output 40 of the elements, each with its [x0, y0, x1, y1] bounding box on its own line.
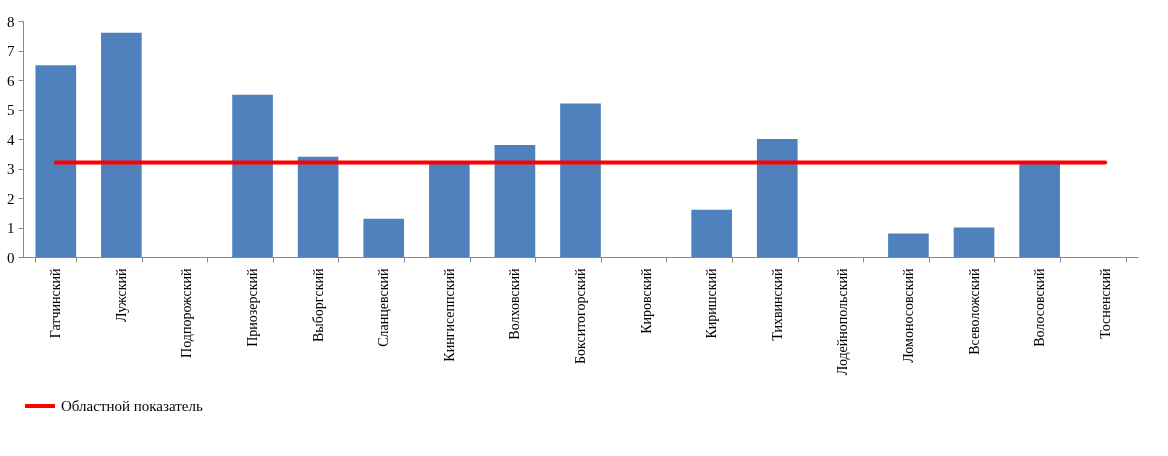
x-tick-label: Лужский: [113, 268, 129, 322]
bar: [297, 156, 339, 257]
bar: [888, 233, 929, 257]
y-tick-label: 7: [7, 43, 15, 59]
y-tick-label: 3: [7, 161, 15, 177]
x-tick-label: Лодейнопольский: [835, 268, 851, 376]
bar: [232, 94, 273, 257]
x-tick-label: Волховский: [507, 268, 523, 340]
x-tick-label: Ломоносовский: [900, 268, 916, 363]
bar: [691, 209, 733, 257]
y-tick-label: 5: [7, 102, 15, 118]
bar: [101, 32, 142, 257]
bar: [1019, 162, 1060, 257]
y-tick-label: 2: [7, 190, 15, 207]
y-tick-label: 8: [7, 13, 15, 30]
bar: [756, 139, 798, 257]
x-tick-label: Всеволожский: [966, 268, 982, 355]
y-tick-label: 6: [7, 72, 15, 89]
x-tick-label: Приозерский: [245, 268, 261, 347]
x-tick-label: Бокситогорский: [573, 268, 588, 365]
x-tick-label: Кировский: [638, 267, 654, 334]
x-tick-label: Тосненский: [1097, 268, 1113, 339]
x-tick-label: Волосовский: [1032, 268, 1048, 347]
bar: [953, 227, 995, 257]
y-tick-label: 1: [7, 220, 15, 236]
bar: [494, 144, 536, 257]
y-tick-label: 0: [7, 249, 15, 266]
bar: [363, 218, 405, 257]
bar: [428, 162, 470, 257]
bar: [35, 65, 77, 257]
x-tick-label: Киришский: [704, 268, 720, 339]
x-tick-label: Кингисеппский: [441, 267, 457, 362]
x-tick-label: Сланцевский: [376, 267, 392, 347]
x-tick-label: Гатчинский: [48, 268, 64, 339]
x-tick-label: Выборгский: [310, 267, 326, 343]
y-tick-label: 4: [7, 131, 15, 148]
x-tick-label: Подпорожский: [179, 268, 195, 358]
x-tick-label: Тихвинский: [769, 268, 785, 341]
legend-label: Областной показатель: [61, 398, 203, 414]
bar: [560, 103, 601, 257]
